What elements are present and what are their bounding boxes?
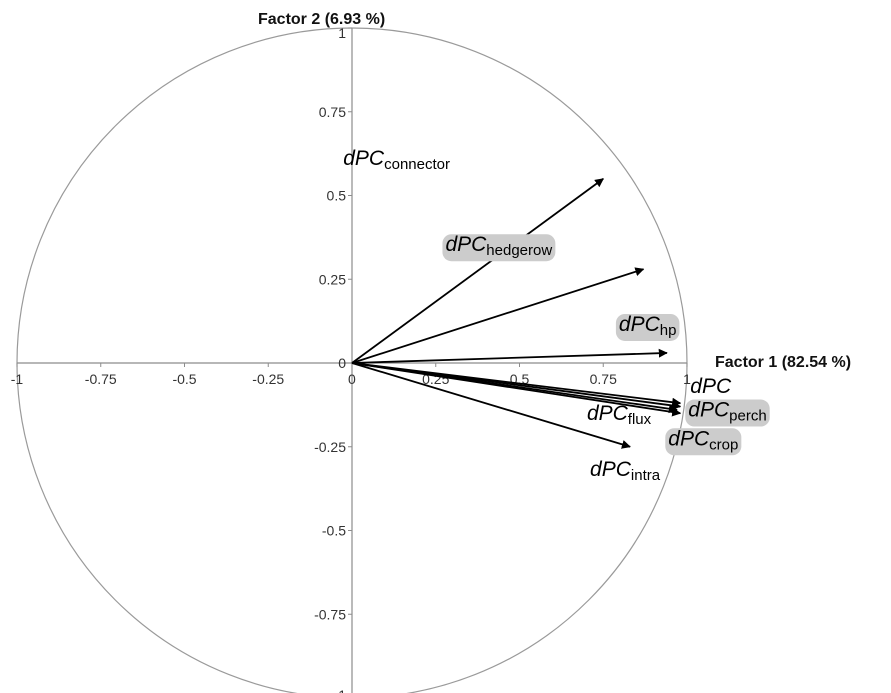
x-tick-label: -1 <box>11 371 24 387</box>
variable-subscript: flux <box>628 411 652 428</box>
variable-label-crop: dPCcrop <box>665 427 742 456</box>
variable-subscript: hp <box>660 322 677 339</box>
variable-label-text: dPCconnector <box>343 147 450 173</box>
y-tick-label: 0.5 <box>327 188 347 204</box>
y-tick-label: 0.25 <box>319 271 346 287</box>
x-tick-label: -0.75 <box>85 371 117 387</box>
y-tick-label: -1 <box>334 687 347 693</box>
x-axis-title: Factor 1 (82.54 %) <box>715 354 851 371</box>
variable-arrow <box>351 348 668 364</box>
variable-subscript: perch <box>729 408 767 425</box>
variable-arrow <box>351 362 678 414</box>
variable-label-text: dPChedgerow <box>445 233 552 259</box>
variable-label-hp: dPChp <box>615 313 680 341</box>
variable-label-text: dPCperch <box>688 399 766 425</box>
variable-label-perch: dPCperch <box>685 399 770 427</box>
variable-base-name: dPC <box>587 402 629 425</box>
variable-label-text: dPC <box>690 375 732 398</box>
variable-base-name: dPC <box>668 427 710 450</box>
variable-arrow <box>351 362 631 449</box>
y-tick-label: -0.25 <box>314 439 346 455</box>
variable-arrows <box>351 178 682 449</box>
variable-label-text: dPCcrop <box>668 427 738 453</box>
variable-label-flux: dPCflux <box>587 402 652 428</box>
variable-base-name: dPC <box>343 147 385 170</box>
variable-subscript: crop <box>709 436 738 453</box>
variable-subscript: intra <box>631 467 661 484</box>
x-tick-label: 0.75 <box>590 371 617 387</box>
y-tick-label: 0.75 <box>319 104 346 120</box>
x-tick-label: 0 <box>348 371 356 387</box>
variable-base-name: dPC <box>619 313 661 336</box>
variable-label-text: dPChp <box>619 313 677 339</box>
y-tick-label: 1 <box>338 25 346 41</box>
variable-base-name: dPC <box>445 233 487 256</box>
y-tick-label: -0.75 <box>314 606 346 622</box>
label-highlight <box>665 428 742 456</box>
variable-subscript: connector <box>384 156 450 173</box>
variable-base-name: dPC <box>688 399 730 422</box>
label-highlight <box>442 234 556 262</box>
variable-arrow <box>351 178 604 364</box>
variable-label-hedgerow: dPChedgerow <box>442 233 556 262</box>
variable-label-intra: dPCintra <box>590 458 661 484</box>
variable-label-text: dPCintra <box>590 458 661 484</box>
x-tick-label: -0.5 <box>172 371 196 387</box>
variable-base-name: dPC <box>690 375 732 398</box>
variable-arrow <box>351 267 645 364</box>
label-highlight <box>685 399 770 427</box>
variable-labels: dPCconnectordPChedgerowdPChpdPCdPCperchd… <box>343 147 770 484</box>
variable-label-total: dPC <box>690 375 732 398</box>
x-tick-label: 1 <box>683 371 691 387</box>
variable-label-connector: dPCconnector <box>343 147 450 173</box>
label-highlight <box>615 313 680 341</box>
variable-base-name: dPC <box>590 458 632 481</box>
variable-subscript: hedgerow <box>486 242 552 259</box>
variable-label-text: dPCflux <box>587 402 652 428</box>
y-axis-title: Factor 2 (6.93 %) <box>258 11 385 28</box>
x-axis-ticks: -1 -0.75 -0.5 -0.25 0 0.25 0.5 0.75 1 <box>11 363 691 387</box>
y-axis-ticks: 1 0.75 0.5 0.25 0 -0.25 -0.5 -0.75 -1 <box>314 25 352 693</box>
x-tick-label: -0.25 <box>252 371 284 387</box>
y-tick-label: 0 <box>338 355 346 371</box>
y-tick-label: -0.5 <box>322 523 346 539</box>
